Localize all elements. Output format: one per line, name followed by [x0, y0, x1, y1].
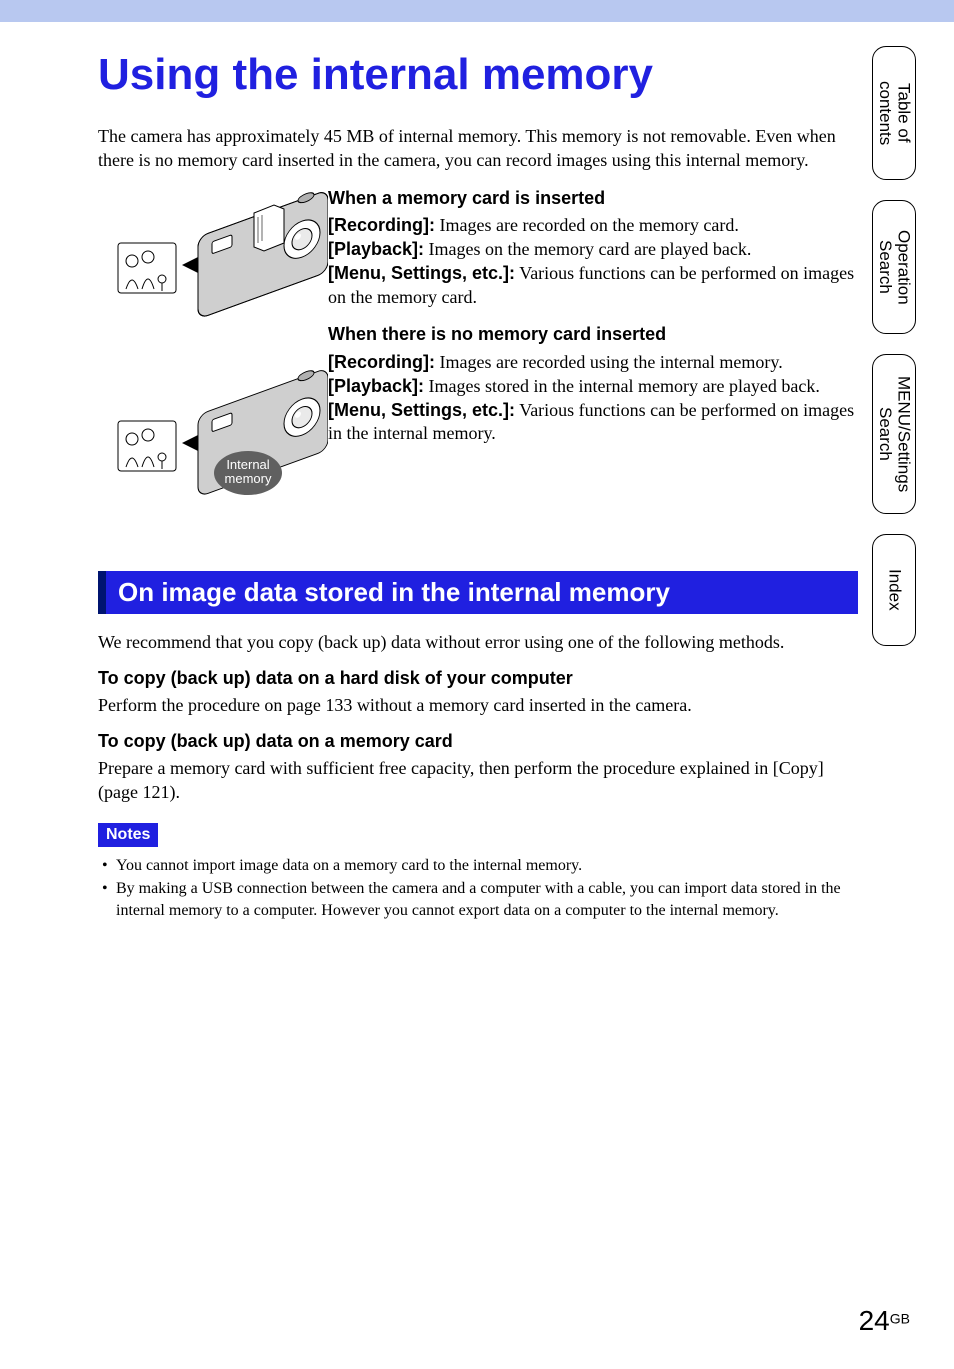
no-card-playback: [Playback]: Images stored in the interna… — [328, 375, 858, 399]
copy-card-heading: To copy (back up) data on a memory card — [98, 731, 858, 752]
with-card-recording-label: [Recording]: — [328, 215, 435, 235]
with-card-playback-label: [Playback]: — [328, 239, 424, 259]
scenario-text: When a memory card is inserted [Recordin… — [328, 187, 858, 447]
copy-hdd-text: Perform the procedure on page 133 withou… — [98, 693, 858, 717]
tab-index[interactable]: Index — [872, 534, 916, 646]
no-card-playback-label: [Playback]: — [328, 376, 424, 396]
note-item: You cannot import image data on a memory… — [98, 855, 858, 877]
no-card-menu: [Menu, Settings, etc.]: Various function… — [328, 399, 858, 447]
with-card-playback-text: Images on the memory card are played bac… — [424, 239, 751, 259]
no-card-heading: When there is no memory card inserted — [328, 323, 858, 347]
with-card-menu: [Menu, Settings, etc.]: Various function… — [328, 262, 858, 310]
header-banner — [0, 0, 954, 22]
with-card-heading: When a memory card is inserted — [328, 187, 858, 211]
no-card-recording: [Recording]: Images are recorded using t… — [328, 351, 858, 375]
copy-card-text: Prepare a memory card with sufficient fr… — [98, 756, 858, 805]
notes-label: Notes — [98, 823, 158, 847]
internal-memory-badge-line2: memory — [225, 471, 272, 486]
internal-memory-badge-line1: Internal — [226, 457, 269, 472]
with-card-playback: [Playback]: Images on the memory card ar… — [328, 238, 858, 262]
intro-paragraph: The camera has approximately 45 MB of in… — [98, 124, 858, 173]
with-card-menu-label: [Menu, Settings, etc.]: — [328, 263, 515, 283]
section-internal-memory-data: On image data stored in the internal mem… — [98, 571, 858, 614]
no-card-recording-label: [Recording]: — [328, 352, 435, 372]
with-card-recording: [Recording]: Images are recorded on the … — [328, 214, 858, 238]
tab-table-of-contents[interactable]: Table ofcontents — [872, 46, 916, 180]
no-card-recording-text: Images are recorded using the internal m… — [435, 352, 783, 372]
page-number-suffix: GB — [890, 1311, 910, 1327]
notes-list: You cannot import image data on a memory… — [98, 855, 858, 922]
tab-menu-settings-search[interactable]: MENU/SettingsSearch — [872, 354, 916, 514]
tab-operation-search[interactable]: OperationSearch — [872, 200, 916, 334]
with-card-recording-text: Images are recorded on the memory card. — [435, 215, 739, 235]
section2-intro: We recommend that you copy (back up) dat… — [98, 630, 858, 654]
no-card-menu-label: [Menu, Settings, etc.]: — [328, 400, 515, 420]
side-tabs: Table ofcontents OperationSearch MENU/Se… — [872, 46, 916, 666]
no-card-playback-text: Images stored in the internal memory are… — [424, 376, 820, 396]
copy-hdd-heading: To copy (back up) data on a hard disk of… — [98, 668, 858, 689]
note-item: By making a USB connection between the c… — [98, 878, 858, 921]
page-number: 24GB — [859, 1305, 910, 1337]
page-number-value: 24 — [859, 1305, 890, 1336]
illustration-row: Internal memory When a memory card is in… — [98, 187, 858, 537]
camera-illustration: Internal memory — [98, 187, 328, 537]
page-content: Using the internal memory The camera has… — [98, 50, 858, 922]
page-title: Using the internal memory — [98, 50, 858, 100]
